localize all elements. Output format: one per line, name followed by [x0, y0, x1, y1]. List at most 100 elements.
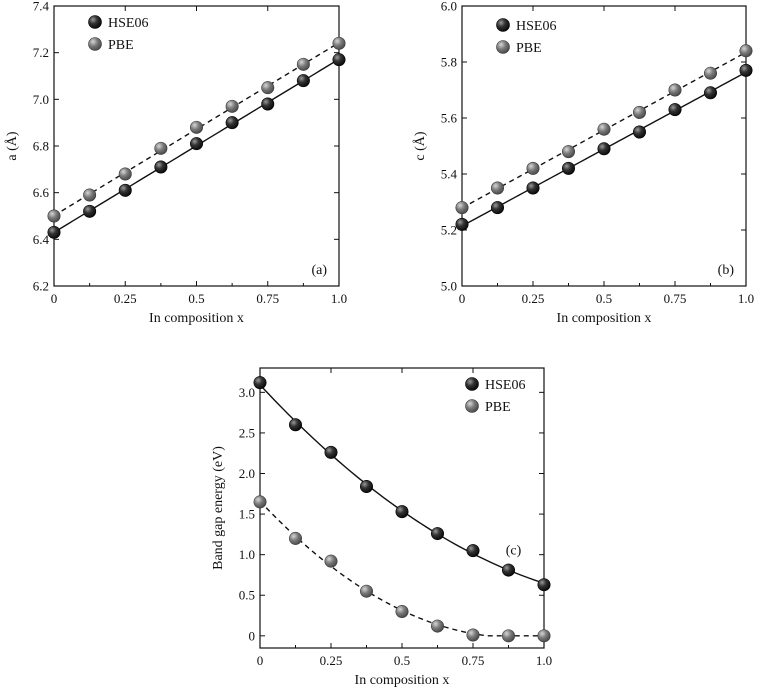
data-point-hse06	[455, 217, 469, 231]
data-point-pbe	[739, 44, 753, 58]
x-tick-label: 0.75	[462, 653, 485, 668]
y-tick-label: 5.2	[441, 223, 457, 238]
y-tick-label: 7.0	[33, 92, 49, 107]
legend-marker	[496, 18, 510, 32]
data-point-pbe	[455, 201, 469, 215]
data-point-pbe	[154, 141, 168, 155]
data-point-pbe	[253, 495, 267, 509]
x-tick-label: 0.5	[596, 291, 612, 306]
data-point-pbe	[190, 120, 204, 134]
x-tick-label: 0	[51, 291, 58, 306]
chart-panel-1: 0 0.25 0.5 0.75 1.0 6.2 6.4 6.6 6.8 7.0 7.2 7.4 In c…	[4, 0, 347, 326]
panel-label: (b)	[718, 263, 735, 278]
x-tick-label: 0.75	[256, 291, 279, 306]
legend-label: HSE06	[485, 378, 525, 393]
y-tick-label: 1.5	[239, 507, 255, 522]
data-point-pbe	[430, 619, 444, 633]
data-point-hse06	[632, 125, 646, 139]
data-point-pbe	[526, 161, 540, 175]
data-point-pbe	[83, 188, 97, 202]
data-point-hse06	[83, 204, 97, 218]
x-tick-label: 1.0	[738, 291, 754, 306]
legend: HSE06 PBE	[465, 377, 525, 415]
data-point-hse06	[526, 181, 540, 195]
data-point-pbe	[332, 36, 346, 50]
data-point-pbe	[296, 57, 310, 71]
legend: HSE06 PBE	[496, 18, 556, 56]
data-point-pbe	[597, 122, 611, 136]
data-point-hse06	[430, 527, 444, 541]
legend: HSE06 PBE	[88, 15, 148, 53]
data-point-hse06	[261, 97, 275, 111]
data-point-hse06	[537, 578, 551, 592]
data-point-pbe	[47, 209, 61, 223]
data-point-pbe	[490, 181, 504, 195]
x-tick-label: 1.0	[536, 653, 552, 668]
x-tick-label: 0	[257, 653, 264, 668]
x-tick-label: 0.75	[664, 291, 687, 306]
data-point-hse06	[118, 183, 132, 197]
data-point-hse06	[47, 225, 61, 239]
data-point-pbe	[359, 584, 373, 598]
data-point-pbe	[395, 604, 409, 618]
y-tick-label: 6.6	[33, 185, 50, 200]
data-point-pbe	[324, 554, 338, 568]
y-tick-label: 3.0	[239, 385, 255, 400]
data-point-hse06	[597, 142, 611, 156]
x-tick-label: 1.0	[331, 291, 347, 306]
data-point-hse06	[703, 86, 717, 100]
data-point-hse06	[359, 479, 373, 493]
legend-marker	[465, 377, 479, 391]
x-axis-label: In composition x	[355, 673, 450, 688]
data-point-hse06	[466, 544, 480, 558]
data-point-hse06	[190, 137, 204, 151]
y-axis-label: c (Å)	[412, 131, 428, 160]
data-point-pbe	[288, 531, 302, 545]
y-tick-label: 2.0	[239, 466, 255, 481]
data-point-pbe	[561, 145, 575, 159]
legend-label: PBE	[516, 41, 542, 56]
y-tick-label: 2.5	[239, 425, 255, 440]
y-tick-label: 6.2	[33, 279, 49, 294]
x-tick-label: 0	[459, 291, 466, 306]
legend-label: PBE	[485, 400, 511, 415]
x-axis-label: In composition x	[149, 311, 244, 326]
data-point-pbe	[261, 81, 275, 95]
y-tick-label: 5.6	[441, 111, 458, 126]
y-tick-label: 7.4	[33, 0, 50, 14]
data-point-hse06	[501, 563, 515, 577]
y-tick-label: 0.5	[239, 588, 255, 603]
data-point-hse06	[253, 376, 267, 390]
chart-panel-2: 0 0.25 0.5 0.75 1.0 5.0 5.2 5.4 5.6 5.8 6.0 In comp…	[412, 0, 754, 326]
data-point-pbe	[632, 105, 646, 119]
y-tick-label: 6.8	[33, 139, 49, 154]
legend-marker	[88, 37, 102, 51]
data-point-pbe	[668, 83, 682, 97]
y-tick-label: 5.4	[441, 167, 458, 182]
data-point-hse06	[739, 63, 753, 77]
data-point-hse06	[288, 418, 302, 432]
data-point-pbe	[466, 628, 480, 642]
y-tick-label: 5.8	[441, 55, 457, 70]
data-point-hse06	[332, 53, 346, 67]
data-point-pbe	[225, 99, 239, 113]
data-point-hse06	[324, 445, 338, 459]
legend-label: HSE06	[516, 19, 556, 34]
data-point-pbe	[703, 66, 717, 80]
x-tick-label: 0.5	[394, 653, 410, 668]
chart-panel-3: 0 0.25 0.5 0.75 1.0 0 0.5 1.0 1.5 2.0 2.5 3.0 In com…	[211, 367, 552, 688]
y-axis-label: a (Å)	[4, 131, 20, 160]
legend-label: PBE	[108, 38, 134, 53]
panel-label: (a)	[311, 263, 327, 278]
data-point-pbe	[537, 629, 551, 643]
legend-label: HSE06	[108, 16, 148, 31]
data-point-hse06	[668, 103, 682, 117]
data-point-hse06	[154, 160, 168, 174]
panel-label: (c)	[506, 544, 522, 559]
y-axis-label: Band gap energy (eV)	[211, 446, 226, 570]
x-tick-label: 0.5	[188, 291, 204, 306]
data-point-hse06	[561, 161, 575, 175]
data-point-hse06	[395, 505, 409, 519]
x-tick-label: 0.25	[114, 291, 137, 306]
